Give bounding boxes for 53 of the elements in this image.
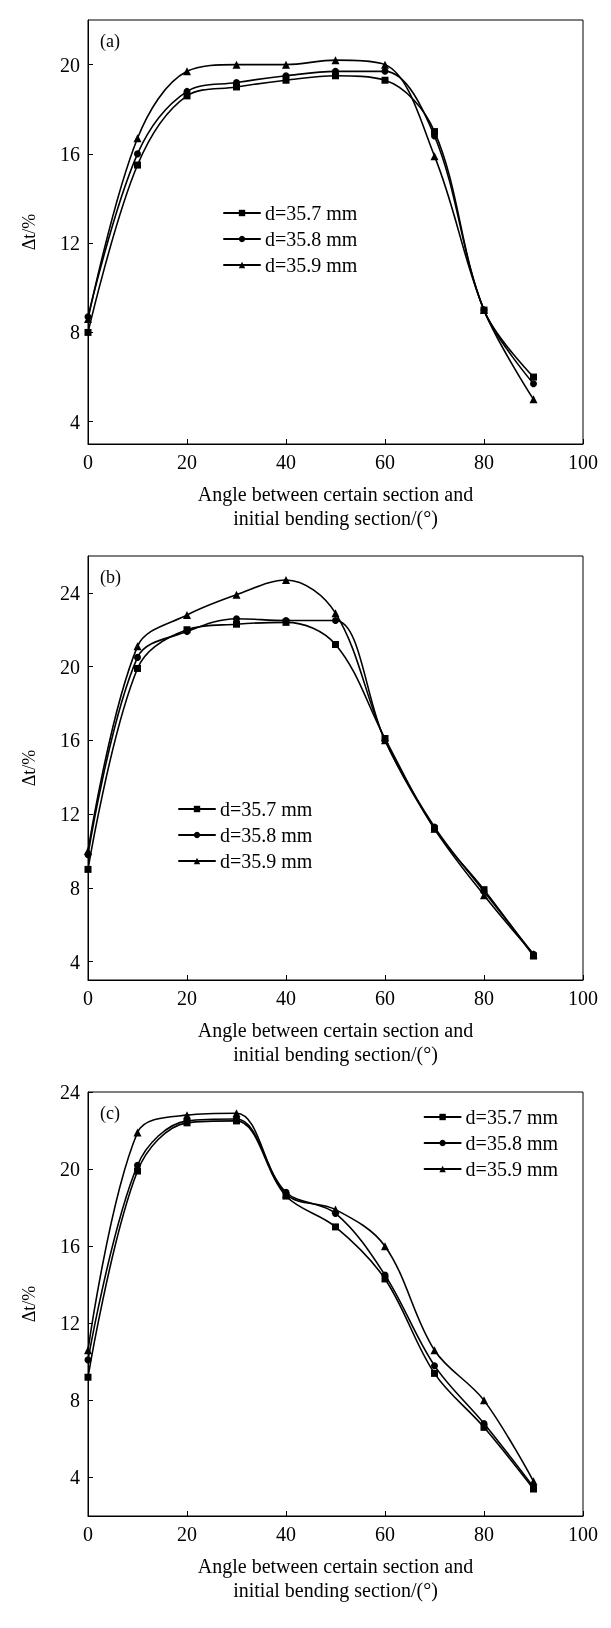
annotation: (a) [100, 31, 120, 52]
y-tick-label: 16 [60, 1235, 80, 1258]
x-tick-label: 20 [177, 987, 197, 1009]
x-tick-label: 0 [83, 451, 93, 473]
x-tick-label: 40 [276, 987, 296, 1009]
legend-label: d=35.8 mm [465, 1132, 559, 1154]
y-tick-label: 16 [60, 142, 80, 165]
y-tick-label: 4 [70, 410, 80, 433]
y-axis-title: Δt/% [19, 749, 39, 787]
annotation: (b) [100, 567, 121, 588]
legend-label: d=35.8 mm [220, 824, 313, 846]
x-tick-label: 40 [276, 1523, 296, 1545]
y-tick-label: 8 [70, 876, 80, 899]
legend-label: d=35.7 mm [465, 1106, 559, 1128]
y-tick-label: 16 [60, 729, 80, 752]
y-axis-title: Δt/% [19, 1285, 39, 1323]
y-tick-label: 20 [60, 655, 80, 678]
y-tick-label: 8 [70, 321, 80, 344]
y-tick-label: 20 [60, 1158, 80, 1181]
y-tick-label: 20 [60, 53, 80, 76]
legend-label: d=35.7 mm [220, 798, 313, 820]
y-axis-title: Δt/% [19, 213, 39, 251]
y-tick-label: 24 [60, 1081, 80, 1103]
annotation: (c) [100, 1103, 120, 1124]
x-tick-label: 80 [474, 987, 494, 1009]
x-tick-label: 60 [375, 451, 395, 473]
legend-label: d=35.9 mm [220, 850, 313, 872]
x-tick-label: 80 [474, 1523, 494, 1545]
x-tick-label: 100 [568, 1523, 598, 1545]
x-tick-label: 40 [276, 451, 296, 473]
x-tick-label: 100 [568, 451, 598, 473]
legend-label: d=35.9 mm [465, 1158, 559, 1180]
y-tick-label: 4 [70, 950, 80, 973]
x-tick-label: 60 [375, 987, 395, 1009]
x-tick-label: 0 [83, 1523, 93, 1545]
x-tick-label: 20 [177, 1523, 197, 1545]
y-tick-label: 12 [60, 803, 80, 826]
x-tick-label: 80 [474, 451, 494, 473]
x-tick-label: 20 [177, 451, 197, 473]
legend-label: d=35.7 mm [265, 202, 358, 224]
x-axis-title: Angle between certain section and initial bending section/(°) [197, 1555, 474, 1602]
y-tick-label: 12 [60, 1312, 80, 1335]
y-tick-label: 8 [70, 1389, 80, 1412]
legend-label: d=35.9 mm [265, 254, 358, 276]
x-tick-label: 100 [568, 987, 598, 1009]
legend-label: d=35.8 mm [265, 228, 358, 250]
y-tick-label: 4 [70, 1466, 80, 1489]
x-axis-title: Angle between certain section and initial bending section/(°) [197, 483, 474, 530]
x-axis-title: Angle between certain section and initial bending section/(°) [197, 1019, 474, 1066]
x-tick-label: 0 [83, 987, 93, 1009]
x-tick-label: 60 [375, 1523, 395, 1545]
y-tick-label: 12 [60, 232, 80, 255]
y-tick-label: 24 [60, 581, 80, 604]
